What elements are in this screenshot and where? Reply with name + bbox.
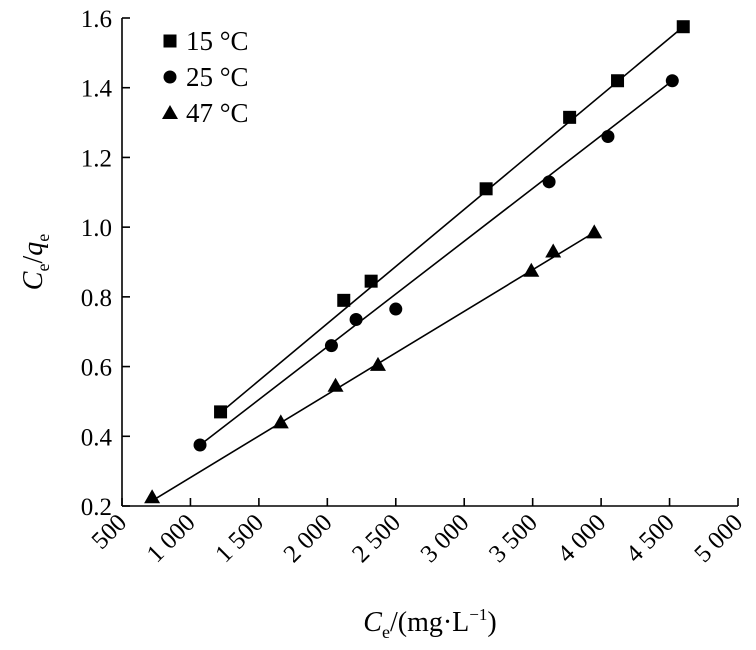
y-tick-label: 1.2 (81, 145, 112, 172)
data-point-series-3 (545, 243, 562, 258)
data-point-series-1 (479, 182, 493, 196)
data-point-series-1 (563, 110, 577, 124)
legend-marker-square (163, 34, 177, 48)
x-tick-label: 3 500 (484, 509, 543, 568)
y-ticks: 0.2 0.4 0.6 0.8 1.0 1.2 1.4 1.6 (81, 6, 130, 521)
legend-label: 15 °C (186, 26, 249, 56)
data-point-series-3 (586, 224, 603, 239)
y-tick-label: 1.0 (81, 215, 112, 242)
legend-label: 47 °C (186, 98, 249, 128)
fit-line-series-2 (199, 80, 673, 446)
x-tick-label: 4 000 (552, 509, 611, 568)
data-point-series-3 (272, 414, 289, 429)
fit-line-series-1 (220, 26, 684, 414)
x-tick-label: 1 000 (142, 509, 201, 568)
data-point-series-2 (193, 438, 207, 452)
x-tick-label: 3 000 (416, 509, 475, 568)
data-point-series-2 (324, 339, 338, 353)
data-point-series-2 (389, 302, 403, 316)
legend-label: 25 °C (186, 62, 249, 92)
data-point-series-1 (676, 20, 690, 34)
data-point-series-2 (665, 74, 679, 88)
data-point-series-2 (542, 175, 556, 189)
y-tick-label: 0.2 (81, 494, 112, 521)
data-point-series-1 (611, 74, 625, 88)
y-tick-label: 1.4 (81, 76, 113, 103)
data-point-series-3 (327, 377, 344, 392)
legend: 15 °C 25 °C 47 °C (162, 26, 249, 128)
data-point-series-1 (337, 293, 351, 307)
data-point-series-3 (369, 356, 386, 371)
x-tick-label: 2 000 (279, 509, 338, 568)
data-point-series-3 (144, 489, 161, 504)
legend-marker-circle (163, 70, 177, 84)
data-point-series-2 (601, 130, 615, 144)
y-tick-label: 0.8 (81, 285, 112, 312)
y-tick-label: 1.6 (81, 6, 112, 33)
y-tick-label: 0.6 (81, 355, 112, 382)
y-axis-title: Ce/qe (18, 234, 53, 290)
x-tick-label: 5 000 (689, 509, 748, 568)
data-point-series-1 (214, 405, 228, 419)
y-tick-label: 0.4 (81, 424, 113, 451)
x-axis-title: Ce/(mg·L−1) (363, 605, 496, 642)
x-tick-label: 2 500 (347, 509, 406, 568)
data-point-series-2 (349, 313, 363, 327)
legend-marker-triangle (162, 105, 178, 119)
data-markers (144, 20, 690, 504)
x-ticks: 500 1 000 1 500 2 000 2 500 3 000 3 500 4 000 4 … (87, 498, 748, 568)
x-tick-label: 4 500 (621, 509, 680, 568)
x-tick-label: 1 500 (210, 509, 269, 568)
data-point-series-3 (523, 262, 540, 277)
data-point-series-1 (364, 274, 378, 288)
